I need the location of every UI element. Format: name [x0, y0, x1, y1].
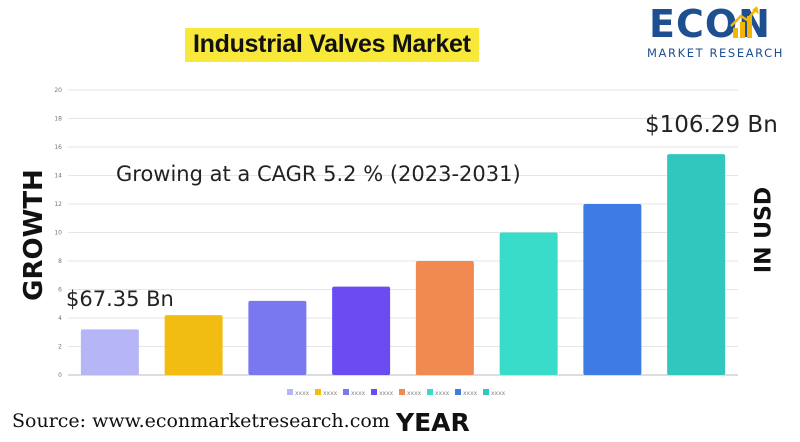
econ-logo: ECON MARKET RESEARCH	[645, 2, 795, 64]
legend-label: xxxx	[351, 390, 366, 397]
legend-label: xxxx	[491, 390, 506, 397]
legend: xxxx xxxx xxxx xxxx xxxx xxxx xxxx xxxx	[287, 389, 506, 397]
y-tick-label: 0	[58, 372, 62, 379]
bar	[332, 286, 391, 375]
legend-swatch	[371, 389, 377, 395]
y-tick-label: 2	[58, 344, 62, 351]
chart-title: Industrial Valves Market	[193, 30, 471, 58]
logo-growth-icon	[730, 6, 759, 38]
y-tick-labels: 0 2 4 6 8 10 12 14 16 18 20	[54, 87, 62, 379]
start-value-label: $67.35 Bn	[66, 287, 174, 311]
cagr-annotation: Growing at a CAGR 5.2 % (2023-2031)	[116, 162, 521, 186]
x-axis-label: YEAR	[396, 408, 470, 437]
y-tick-label: 8	[58, 258, 62, 265]
bars	[80, 154, 726, 375]
title-highlight: Industrial Valves Market	[185, 28, 479, 62]
y-tick-label: 12	[54, 201, 62, 208]
y-tick-label: 6	[58, 287, 62, 294]
logo-subtitle: MARKET RESEARCH	[647, 46, 785, 60]
y-axis-label-right: IN USD	[751, 186, 777, 274]
legend-swatch	[455, 389, 461, 395]
bar	[415, 261, 474, 375]
end-value-label: $106.29 Bn	[645, 112, 778, 138]
legend-label: xxxx	[435, 390, 450, 397]
bar	[248, 300, 307, 375]
y-tick-label: 10	[54, 230, 62, 237]
legend-label: xxxx	[323, 390, 338, 397]
bar	[667, 154, 726, 375]
y-tick-label: 14	[54, 173, 62, 180]
legend-label: xxxx	[463, 390, 478, 397]
source-text: Source: www.econmarketresearch.com	[12, 410, 390, 432]
y-tick-label: 18	[54, 116, 62, 123]
legend-swatch	[399, 389, 405, 395]
legend-swatch	[343, 389, 349, 395]
y-tick-label: 20	[54, 87, 62, 94]
legend-label: xxxx	[295, 390, 310, 397]
legend-swatch	[315, 389, 321, 395]
bar	[499, 232, 558, 375]
legend-swatch	[427, 389, 433, 395]
bar	[80, 329, 139, 375]
legend-swatch	[483, 389, 489, 395]
legend-label: xxxx	[379, 390, 394, 397]
legend-label: xxxx	[407, 390, 422, 397]
bar	[164, 315, 223, 375]
y-tick-label: 16	[54, 144, 62, 151]
y-tick-label: 4	[58, 315, 62, 322]
y-axis-label-left: GROWTH	[19, 169, 49, 301]
legend-swatch	[287, 389, 293, 395]
bar	[583, 204, 642, 375]
